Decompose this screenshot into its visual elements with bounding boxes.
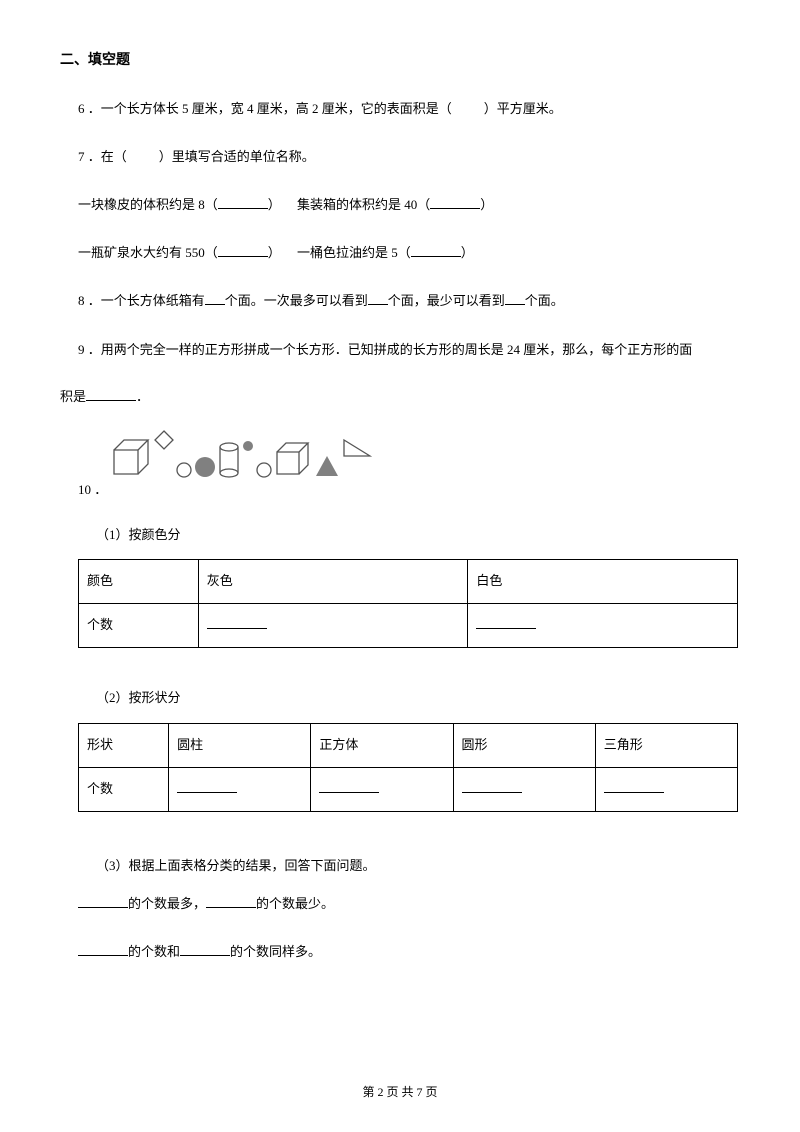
q8-p1: 8 ．一个长方体纸箱有 <box>78 293 205 308</box>
table-cell <box>468 604 738 648</box>
table-cell <box>595 768 737 812</box>
r1a: 的个数最多， <box>128 896 206 911</box>
q7-l2a-blank <box>218 243 268 257</box>
question-6: 6 ．一个长方体长 5 厘米，宽 4 厘米，高 2 厘米，它的表面积是（ ）平方厘… <box>60 96 740 122</box>
footer-after: 页 <box>423 1085 438 1099</box>
r1b: 的个数最少。 <box>256 896 334 911</box>
q7-intro-before: 7 ．在（ <box>78 149 127 164</box>
q7-l2b-blank <box>411 243 461 257</box>
q7-intro-after: ）里填写合适的单位名称。 <box>159 149 315 164</box>
table-cell: 个数 <box>79 604 199 648</box>
result-blank <box>180 942 230 956</box>
table-blank <box>462 779 522 793</box>
q10-result1: 的个数最多， 的个数最少。 <box>60 891 740 917</box>
table-cell: 白色 <box>468 560 738 604</box>
q7-l1a-after: ） <box>268 197 281 212</box>
table-blank <box>207 615 267 629</box>
table-row: 个数 <box>79 604 738 648</box>
question-7-line1: 一块橡皮的体积约是 8（ ） 集装箱的体积约是 40（ ） <box>60 192 740 218</box>
triangle-gray-icon <box>314 454 340 478</box>
table-blank <box>319 779 379 793</box>
footer-mid: 页 共 <box>383 1085 416 1099</box>
q9-l2b: ． <box>136 389 149 404</box>
diamond-outline-icon <box>154 430 174 450</box>
table-row: 形状 圆柱 正方体 圆形 三角形 <box>79 724 738 768</box>
q8-blank3 <box>505 291 525 305</box>
table-blank <box>604 779 664 793</box>
circle-outline-icon <box>176 462 192 478</box>
q6-text-before: 6 ．一个长方体长 5 厘米，宽 4 厘米，高 2 厘米，它的表面积是（ <box>78 101 452 116</box>
table-blank <box>476 615 536 629</box>
result-blank <box>78 942 128 956</box>
q7-l2a-before: 一瓶矿泉水大约有 550（ <box>78 245 218 260</box>
right-triangle-icon <box>342 438 372 458</box>
cylinder-icon <box>218 442 240 478</box>
result-blank <box>206 894 256 908</box>
table-cell <box>311 768 453 812</box>
q7-l1b-before: 集装箱的体积约是 40（ <box>297 197 430 212</box>
q7-l2b-after: ） <box>461 245 474 260</box>
q8-p3: 个面，最少可以看到 <box>388 293 505 308</box>
q7-l2b-before: 一桶色拉油约是 5（ <box>297 245 411 260</box>
q8-p4: 个面。 <box>525 293 564 308</box>
q10-result2: 的个数和 的个数同样多。 <box>60 939 740 965</box>
table-cell: 灰色 <box>198 560 468 604</box>
circle-outline2-icon <box>256 462 272 478</box>
table-row: 个数 <box>79 768 738 812</box>
question-10-label: 10 ． <box>60 480 740 501</box>
q7-l2a-after: ） <box>268 245 281 260</box>
table-cell: 形状 <box>79 724 169 768</box>
q7-l1a-blank <box>218 195 268 209</box>
result-blank <box>78 894 128 908</box>
q6-text-after: ）平方厘米。 <box>484 101 562 116</box>
q7-l1b-after: ） <box>480 197 493 212</box>
question-8: 8 ．一个长方体纸箱有 个面。一次最多可以看到 个面，最少可以看到 个面。 <box>60 288 740 314</box>
table-cell <box>169 768 311 812</box>
q10-sub1: （1）按颜色分 <box>60 525 740 546</box>
table-cell: 个数 <box>79 768 169 812</box>
q9-blank <box>86 387 136 401</box>
table-cell: 三角形 <box>595 724 737 768</box>
table-cell: 圆形 <box>453 724 595 768</box>
table-row: 颜色 灰色 白色 <box>79 560 738 604</box>
small-circle-gray-icon <box>242 440 254 452</box>
section-title: 二、填空题 <box>60 50 740 72</box>
table-blank <box>177 779 237 793</box>
cube-outline2-icon <box>274 438 312 478</box>
question-7-line2: 一瓶矿泉水大约有 550（ ） 一桶色拉油约是 5（ ） <box>60 240 740 266</box>
r2a: 的个数和 <box>128 944 180 959</box>
q10-sub2: （2）按形状分 <box>60 688 740 709</box>
cube-outline-icon <box>110 434 152 478</box>
r2b: 的个数同样多。 <box>230 944 321 959</box>
shapes-figure <box>60 430 740 478</box>
question-9-line1: 9 ．用两个完全一样的正方形拼成一个长方形．已知拼成的长方形的周长是 24 厘米… <box>60 336 740 365</box>
question-7-intro: 7 ．在（ ）里填写合适的单位名称。 <box>60 144 740 170</box>
q7-l1b-blank <box>430 195 480 209</box>
table-cell: 正方体 <box>311 724 453 768</box>
q9-l2a: 积是 <box>60 389 86 404</box>
question-9-line2: 积是 ． <box>60 387 740 408</box>
circle-gray-icon <box>194 456 216 478</box>
q8-blank1 <box>205 291 225 305</box>
table-color: 颜色 灰色 白色 个数 <box>78 559 738 648</box>
table-cell <box>453 768 595 812</box>
q8-p2: 个面。一次最多可以看到 <box>225 293 368 308</box>
q8-blank2 <box>368 291 388 305</box>
table-cell <box>198 604 468 648</box>
table-shape: 形状 圆柱 正方体 圆形 三角形 个数 <box>78 723 738 812</box>
table-cell: 颜色 <box>79 560 199 604</box>
footer-before: 第 <box>362 1085 377 1099</box>
page-footer: 第 2 页 共 7 页 <box>0 1083 800 1102</box>
q7-l1a-before: 一块橡皮的体积约是 8（ <box>78 197 218 212</box>
q10-sub3: （3）根据上面表格分类的结果，回答下面问题。 <box>60 856 740 877</box>
table-cell: 圆柱 <box>169 724 311 768</box>
